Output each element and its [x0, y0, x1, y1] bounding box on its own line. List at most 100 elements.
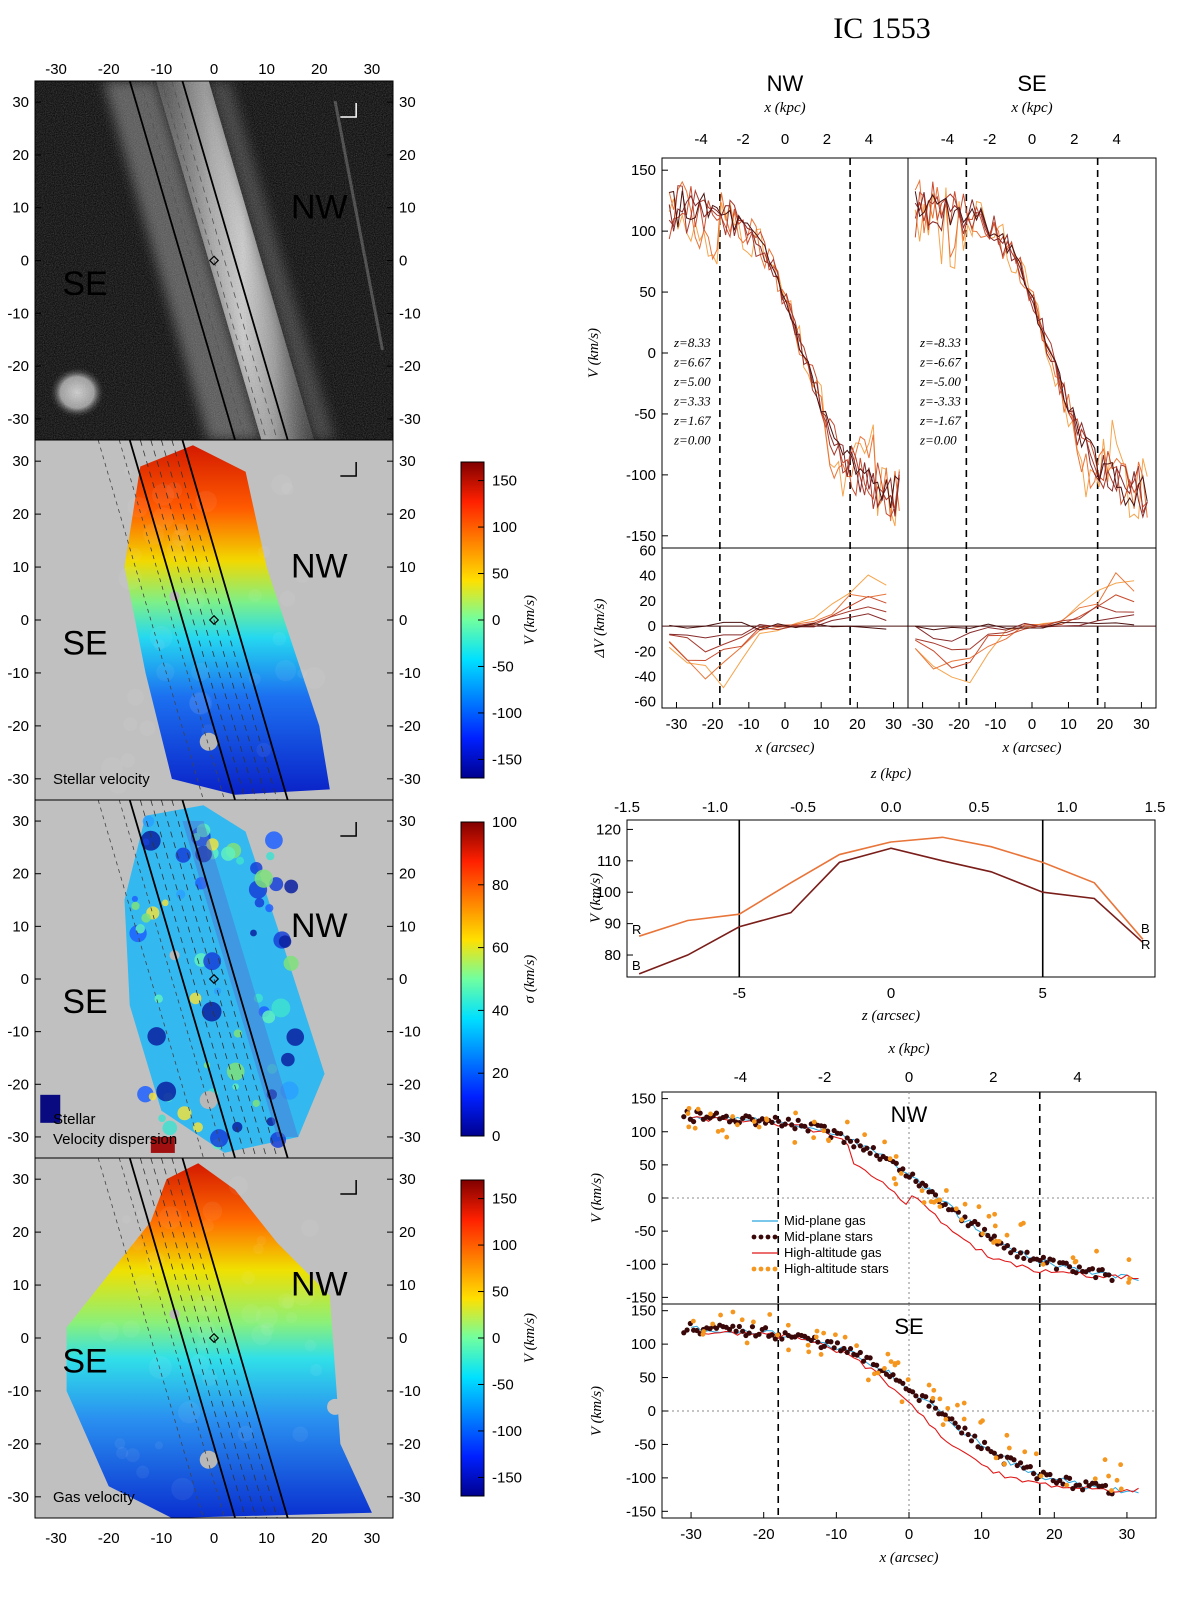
y-tick: 0: [648, 1190, 656, 1207]
high-altitude-star-point: [739, 1317, 745, 1323]
midplane-star-point: [923, 1183, 929, 1189]
top-tick: -2: [818, 1069, 831, 1086]
y-tick-right: -20: [399, 358, 421, 375]
colorbar-tick: 0: [492, 612, 500, 629]
voronoi-bin: [134, 1274, 156, 1297]
series-z=-5.00: [914, 181, 1148, 508]
midplane-star-point: [782, 1121, 788, 1127]
voronoi-bin: [151, 483, 175, 506]
midplane-star-point: [1063, 1260, 1069, 1266]
midplane-star-point: [684, 1327, 690, 1333]
voronoi-bin: [174, 523, 188, 537]
delta-z=-8.33: [914, 580, 1135, 684]
voronoi-bin: [252, 1099, 260, 1108]
voronoi-bin: [166, 540, 187, 560]
midplane-star-point: [900, 1166, 906, 1172]
plot-column: NWx (kpc)-4 -2 0 2 4z=8.33z=6.67z=5.00z=3.33…: [586, 71, 1165, 1566]
voronoi-bin: [141, 913, 151, 923]
legend-entry: z=3.33: [673, 394, 711, 409]
y-tick-right: 0: [399, 612, 407, 629]
dy-tick: -40: [634, 669, 656, 686]
midplane-star-point: [821, 1343, 827, 1349]
y-tick: -150: [626, 528, 656, 545]
legend-entry: z=-1.67: [919, 413, 961, 428]
voronoi-bin: [233, 1029, 242, 1038]
y-tick: 100: [596, 884, 621, 901]
colorbar-tick: 100: [492, 1237, 517, 1254]
x-tick: 10: [1060, 716, 1077, 733]
midplane-star-point: [730, 1323, 736, 1329]
legend-swatch: [772, 1234, 778, 1240]
x-tick: -20: [753, 1526, 775, 1543]
high-altitude-star-point: [980, 1231, 986, 1237]
midplane-star-point: [713, 1325, 720, 1331]
high-altitude-star-point: [715, 1129, 721, 1134]
high-altitude-star-point: [882, 1366, 887, 1371]
midplane-star-point: [1066, 1475, 1073, 1481]
voronoi-bin: [286, 1312, 298, 1324]
high-altitude-star-point: [930, 1395, 936, 1401]
top-tick: 0: [1028, 131, 1036, 148]
midplane-star-point: [831, 1345, 837, 1351]
midplane-star-point: [691, 1118, 697, 1125]
high-altitude-star-point: [686, 1105, 692, 1111]
colorbar-tick: 60: [492, 940, 509, 957]
high-altitude-star-point: [955, 1402, 960, 1408]
y-tick: 50: [639, 1157, 656, 1174]
midplane-star-point: [1080, 1487, 1086, 1493]
delta-z=-5.00: [915, 594, 1135, 669]
voronoi-bin: [281, 1052, 295, 1067]
voronoi-bin: [98, 1321, 119, 1342]
y-tick: 0: [648, 1403, 656, 1420]
high-altitude-star-point: [1092, 1476, 1098, 1482]
midplane-star-point: [857, 1143, 863, 1149]
y-tick-left: -20: [7, 718, 29, 735]
x-tick: 10: [813, 716, 830, 733]
velocity-field: [66, 1163, 372, 1518]
high-altitude-star-point: [744, 1340, 750, 1346]
voronoi-bin: [203, 952, 222, 971]
dy-axis-label: ΔV (km/s): [592, 599, 608, 659]
midplane-star-point: [779, 1336, 785, 1342]
colorbar-label: V (km/s): [522, 1313, 538, 1363]
midplane-star-point: [792, 1126, 798, 1132]
y-tick: -50: [634, 1436, 656, 1453]
midplane-star-point: [841, 1139, 847, 1145]
voronoi-bin: [202, 1201, 223, 1221]
high-altitude-star-point: [1033, 1451, 1039, 1457]
high-altitude-star-point: [921, 1200, 927, 1205]
orientation-marker: [340, 103, 357, 118]
x-tick-top: -10: [151, 61, 173, 78]
slit-subdivision: [171, 1158, 278, 1518]
high-altitude-star-point: [865, 1377, 871, 1383]
high-altitude-star-point: [720, 1127, 725, 1133]
high-altitude-star-point: [724, 1134, 730, 1140]
legend-entry: z=0.00: [673, 433, 711, 448]
high-altitude-star-point: [751, 1119, 757, 1124]
high-altitude-star-point: [775, 1332, 781, 1338]
high-altitude-star-point: [1127, 1276, 1132, 1282]
midplane-star-point: [1017, 1250, 1024, 1256]
slit-subdivision: [171, 440, 278, 800]
voronoi-bin: [241, 1304, 261, 1324]
midplane-star-point: [1011, 1247, 1017, 1253]
map-caption: Stellar: [53, 1111, 96, 1128]
legend-swatch: [751, 1266, 757, 1272]
midplane-star-point: [841, 1345, 847, 1352]
high-altitude-star-point: [842, 1334, 848, 1340]
x-tick-bottom: -10: [151, 1530, 173, 1547]
gas-stars-panel-se: SE -150 -100 -50 0 50 100 150 V (km/s): [589, 1303, 1157, 1520]
midplane-star-point: [910, 1389, 916, 1395]
midplane-star-point: [906, 1174, 912, 1180]
voronoi-bin: [284, 879, 299, 894]
high-altitude-star-point: [892, 1361, 898, 1366]
high-altitude-star-point: [943, 1416, 949, 1422]
high-altitude-star-point: [978, 1419, 984, 1425]
high-altitude-star-point: [1004, 1232, 1010, 1238]
high-altitude-star-point: [887, 1156, 893, 1162]
voronoi-bin: [135, 924, 145, 934]
voronoi-bin: [140, 830, 161, 851]
voronoi-bin: [267, 1063, 278, 1074]
